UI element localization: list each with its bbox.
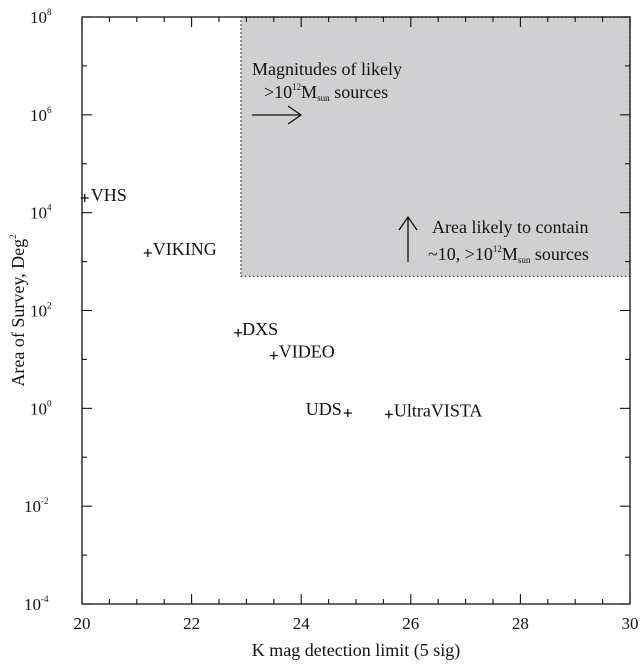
point-label: UDS — [306, 399, 342, 419]
y-tick-exp: 2 — [47, 301, 52, 311]
area-M: M — [502, 244, 518, 264]
y-tick-base: 10 — [24, 595, 41, 614]
annotation-magnitudes-line1: Magnitudes of likely — [252, 59, 402, 79]
y-tick-base: 10 — [24, 497, 41, 516]
y-tick-exp: 0 — [47, 398, 52, 408]
mag-suffix: sources — [330, 82, 388, 102]
point-label: UltraVISTA — [394, 400, 483, 420]
y-tick-label: 102 — [30, 301, 52, 321]
y-tick-label: 104 — [30, 203, 52, 223]
y-tick-label: 10-4 — [24, 594, 49, 614]
annotation-area-line2: ~10, >1012Msun sources — [428, 244, 589, 265]
annotation-area: Area likely to contain ~10, >1012Msun so… — [398, 215, 589, 265]
annotation-magnitudes: Magnitudes of likely >1012Msun sources — [252, 59, 402, 125]
y-tick-base: 10 — [30, 302, 47, 321]
point-video: VIDEO — [269, 342, 335, 362]
y-tick-label: 108 — [30, 7, 52, 27]
shaded-region — [240, 16, 631, 277]
y-tick-base: 10 — [30, 399, 47, 418]
y-axis-title-sup: 2 — [8, 234, 18, 239]
arrow-up — [398, 215, 418, 262]
x-tick-label: 22 — [183, 614, 200, 633]
point-label: VIDEO — [279, 342, 335, 362]
x-tick-label: 26 — [402, 614, 419, 633]
y-tick-base: 10 — [30, 106, 47, 125]
point-label: DXS — [242, 319, 278, 339]
point-label: VIKING — [153, 239, 217, 259]
point-dxs: DXS — [234, 319, 278, 339]
y-axis-title-main: Area of Survey, Deg — [8, 239, 28, 387]
x-tick-label: 28 — [512, 614, 529, 633]
mag-sup: 12 — [292, 82, 301, 92]
mag-M: M — [301, 82, 317, 102]
mag-prefix: >10 — [264, 82, 292, 102]
annotation-magnitudes-line2: >1012Msun sources — [264, 82, 388, 103]
area-sub: sun — [518, 255, 531, 265]
point-ultravista: UltraVISTA — [384, 400, 483, 420]
y-tick-label: 10-2 — [24, 496, 49, 516]
y-tick-label: 100 — [30, 398, 52, 418]
point-uds: UDS — [306, 399, 352, 419]
y-tick-label: 106 — [30, 105, 52, 125]
y-tick-exp: 4 — [47, 203, 52, 213]
point-label: VHS — [91, 185, 127, 205]
x-tick-label: 24 — [293, 614, 311, 633]
x-tick-label: 20 — [74, 614, 91, 633]
x-axis-title: K mag detection limit (5 sig) — [252, 640, 460, 661]
area-sup: 12 — [493, 244, 502, 254]
y-tick-exp: 6 — [47, 105, 52, 115]
point-viking: VIKING — [143, 239, 217, 259]
arrow-right — [252, 105, 303, 125]
y-tick-exp: 8 — [47, 7, 52, 17]
point-vhs: VHS — [80, 185, 127, 205]
annotation-area-line1: Area likely to contain — [432, 217, 588, 237]
y-axis-title: Area of Survey, Deg2 — [8, 234, 28, 386]
y-tick-base: 10 — [30, 204, 47, 223]
area-suffix: sources — [530, 244, 588, 264]
y-tick-exp: -2 — [41, 496, 49, 506]
mag-sub: sun — [317, 93, 330, 103]
x-tick-labels: 20 22 24 26 28 30 — [74, 614, 639, 633]
y-tick-base: 10 — [30, 8, 47, 27]
x-tick-label: 30 — [622, 614, 639, 633]
y-tick-exp: -4 — [41, 594, 49, 604]
tick-marks — [81, 16, 631, 605]
area-prefix: ~10, >10 — [428, 244, 493, 264]
